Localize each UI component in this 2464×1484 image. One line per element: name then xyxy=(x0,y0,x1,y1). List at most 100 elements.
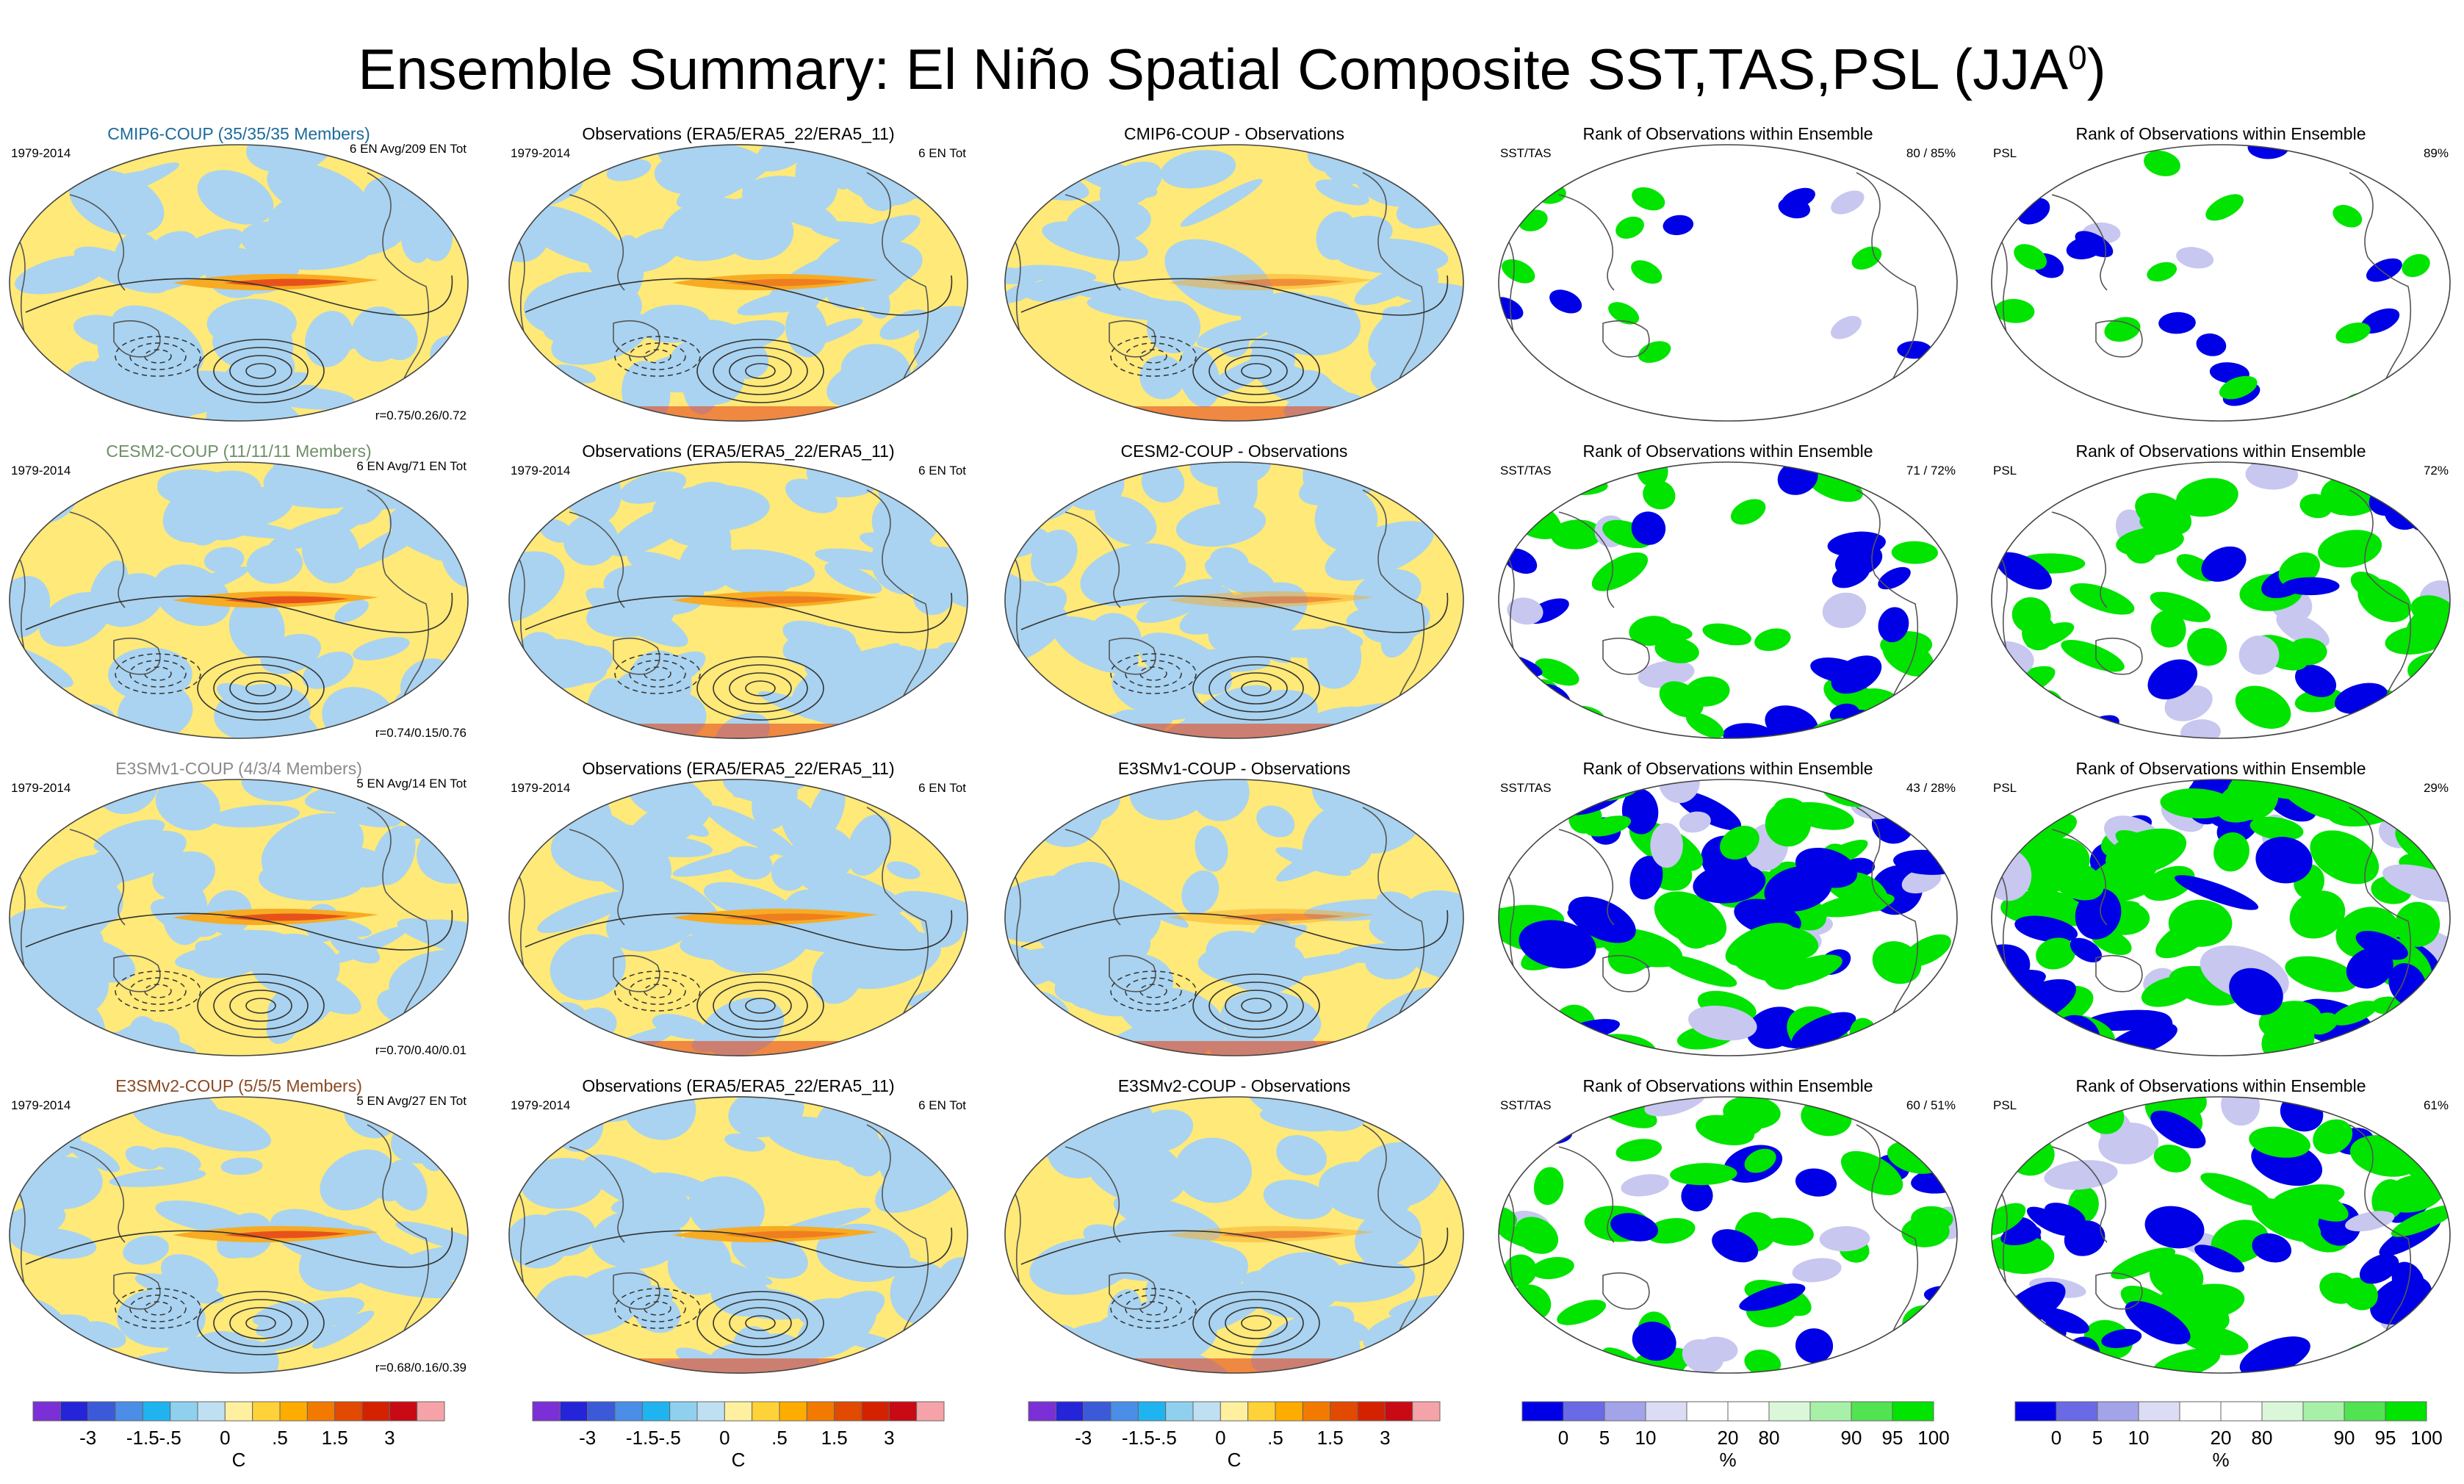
coastline xyxy=(1602,637,1650,675)
cool-anomaly xyxy=(301,521,360,584)
difference-panel-title: CMIP6-COUP - Observations xyxy=(1124,124,1344,143)
cool-anomaly xyxy=(879,309,929,340)
psl-contour xyxy=(1192,656,1320,721)
cool-anomaly xyxy=(1087,295,1194,321)
rank-patch xyxy=(1712,1229,1759,1263)
colorbar-swatch xyxy=(779,1401,807,1422)
rank-sst-panel-title: Rank of Observations within Ensemble xyxy=(1582,759,1873,778)
rank-patch xyxy=(2135,492,2192,536)
cool-anomaly xyxy=(508,1349,552,1374)
rank-sst-panel-title: Rank of Observations within Ensemble xyxy=(1582,442,1873,461)
rank-patch xyxy=(1531,1257,1574,1280)
rank-psl-percent: 89% xyxy=(2424,146,2449,160)
rank-patch xyxy=(2221,1097,2261,1126)
psl-contour-dashed xyxy=(614,336,701,377)
coastline xyxy=(1065,194,1121,291)
map-border xyxy=(1498,461,1958,739)
rank-patch xyxy=(2239,1336,2310,1373)
colorbar-tick-label: -.5 xyxy=(658,1427,680,1449)
rank-patch xyxy=(2196,333,2227,356)
psl-contour xyxy=(696,339,824,403)
map-border xyxy=(1004,461,1464,739)
coastline xyxy=(2349,172,2412,397)
coastline xyxy=(1065,511,1121,608)
cool-anomaly xyxy=(1383,1341,1463,1372)
rank-patch xyxy=(2150,610,2186,648)
psl-contour xyxy=(1020,592,1449,633)
cool-anomaly xyxy=(1085,1135,1186,1205)
psl-contour xyxy=(213,664,309,713)
model-period: 1979-2014 xyxy=(11,146,71,160)
rank-patch xyxy=(2360,308,2400,334)
psl-contour xyxy=(25,1227,453,1268)
cool-anomaly xyxy=(1256,805,1295,838)
rank-patch xyxy=(1654,891,1727,945)
cool-anomaly xyxy=(1139,355,1185,400)
rank-patch xyxy=(2391,1205,2450,1237)
rank-patch xyxy=(1992,1338,2024,1373)
cool-anomaly xyxy=(211,804,300,828)
cool-anomaly xyxy=(302,651,354,689)
rank-patch xyxy=(2360,1346,2393,1373)
coastline xyxy=(866,1124,929,1350)
cool-anomaly xyxy=(785,478,838,514)
pattern-correlation: r=0.68/0.16/0.39 xyxy=(375,1361,466,1375)
cool-anomaly xyxy=(240,221,308,259)
colorbar-swatch xyxy=(1083,1401,1112,1422)
cool-anomaly xyxy=(228,597,285,659)
cool-anomaly xyxy=(109,1168,206,1187)
coastline xyxy=(1362,489,1425,715)
psl-contour-dashed xyxy=(144,1301,172,1316)
colorbar-tick-label: 1.5 xyxy=(821,1427,848,1449)
psl-contour xyxy=(745,680,776,696)
coastline xyxy=(569,511,625,608)
cool-anomaly xyxy=(754,144,812,172)
cool-anomaly xyxy=(175,941,292,971)
rank-sst-panel-title: Rank of Observations within Ensemble xyxy=(1582,124,1873,143)
rank-patch xyxy=(2014,915,2078,943)
rank-patch xyxy=(1643,622,1693,641)
map-border xyxy=(9,461,469,739)
coastline xyxy=(1602,320,1650,358)
rank-patch xyxy=(1650,823,1683,868)
psl-contour-dashed xyxy=(129,977,187,1005)
rank-patch xyxy=(1607,934,1655,974)
southern-ocean-anomaly xyxy=(509,1041,968,1056)
rank-patch xyxy=(1621,1174,1669,1197)
cool-anomaly xyxy=(603,564,705,616)
colorbar-tick-label: 100 xyxy=(1917,1427,1949,1449)
coastline xyxy=(613,1272,660,1310)
coastline xyxy=(2095,637,2143,675)
colorbar-swatch xyxy=(916,1401,945,1422)
cool-anomaly xyxy=(1005,943,1105,1001)
psl-contour xyxy=(1020,1227,1449,1268)
cool-anomaly xyxy=(1099,161,1163,209)
enso-tongue xyxy=(672,1225,878,1243)
rank-patch xyxy=(2194,1245,2245,1273)
rank-patch xyxy=(1662,954,1737,987)
cool-anomaly xyxy=(542,272,642,331)
colorbar-swatch xyxy=(614,1401,643,1422)
colorbar-swatch xyxy=(1384,1401,1413,1422)
title-main: Ensemble Summary: El Niño Spatial Compos… xyxy=(358,37,2069,101)
rank-patch xyxy=(1831,315,1862,339)
rank-psl-panel-title: Rank of Observations within Ensemble xyxy=(2075,759,2366,778)
southern-ocean-anomaly xyxy=(1005,406,1463,421)
rank-patch xyxy=(2377,1097,2427,1116)
rank-patch xyxy=(1693,863,1766,904)
map-border xyxy=(1498,1096,1958,1374)
rank-patch xyxy=(1907,802,1956,832)
coastline xyxy=(367,807,430,1032)
rank-patch xyxy=(2069,937,2103,963)
observations-period: 1979-2014 xyxy=(511,464,570,478)
rank-patch xyxy=(1723,723,1776,738)
colorbar-swatch xyxy=(2056,1401,2098,1422)
cool-anomaly xyxy=(220,1157,263,1175)
psl-contour-dashed xyxy=(1139,984,1167,998)
cool-anomaly xyxy=(83,830,187,884)
rank-patch xyxy=(2377,779,2450,810)
coastline xyxy=(2051,1146,2108,1243)
figure-title: Ensemble Summary: El Niño Spatial Compos… xyxy=(0,22,2464,104)
colorbar-swatch xyxy=(32,1401,61,1422)
colorbar-tick-label: 0 xyxy=(1215,1427,1225,1449)
